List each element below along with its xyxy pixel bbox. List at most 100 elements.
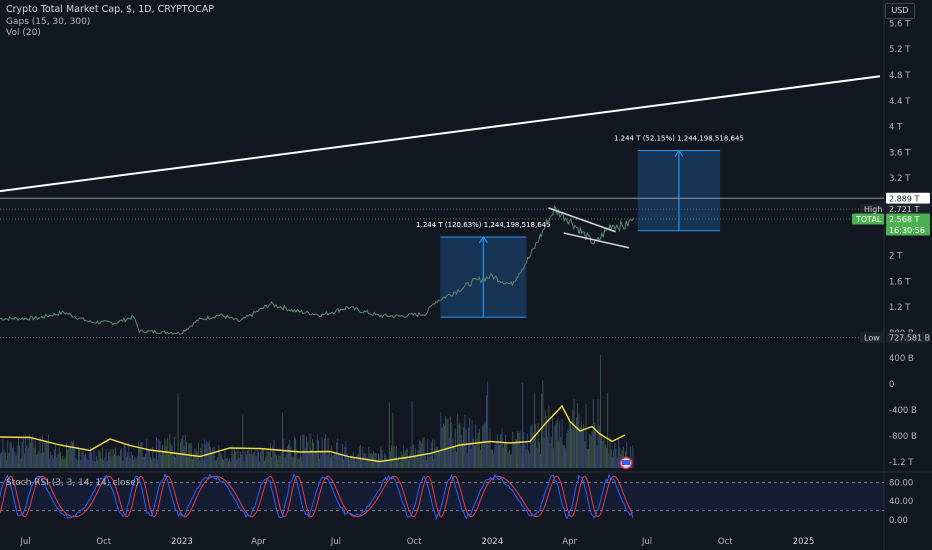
drawings[interactable] — [0, 75, 884, 339]
volume-bar — [475, 424, 477, 468]
volume-indicator-label[interactable]: Vol (20) — [6, 28, 41, 38]
volume-bar — [321, 437, 323, 468]
volume-bar — [526, 433, 528, 468]
volume-bar — [273, 440, 275, 468]
volume-bar — [562, 445, 564, 468]
volume-bar — [26, 445, 28, 468]
volume-bar — [345, 441, 347, 468]
volume-bar — [235, 451, 237, 468]
volume-bar — [424, 455, 426, 468]
volume-bar — [525, 448, 527, 468]
volume-bar — [9, 441, 11, 468]
volume-bar — [616, 458, 618, 468]
volume-bar — [54, 449, 55, 468]
volume-bar — [460, 435, 462, 468]
volume-bar — [490, 449, 492, 468]
time-tick-label: Apr — [251, 537, 266, 547]
volume-bar — [93, 449, 95, 468]
volume-bar — [249, 453, 251, 468]
volume-bar — [582, 427, 583, 468]
volume-bar — [482, 424, 484, 468]
price-line — [0, 204, 634, 335]
volume-bar — [612, 457, 613, 468]
gaps-indicator-label[interactable]: Gaps (15, 30, 300) — [6, 17, 91, 27]
volume-bar — [98, 449, 100, 468]
measure-tools[interactable]: 1.244 T (120.63%) 1,244,198,518,645 1.244… — [416, 135, 744, 318]
volume-bar — [409, 454, 411, 468]
volume-bar — [340, 453, 342, 468]
volume-bar — [217, 457, 219, 468]
volume-bar — [498, 440, 499, 468]
volume-bar — [445, 415, 447, 468]
volume-bar — [476, 439, 478, 468]
time-tick-label: 2023 — [171, 537, 193, 547]
volume-bar — [60, 452, 61, 468]
volume-bar — [555, 422, 557, 468]
volume-bar — [162, 445, 163, 468]
volume-bar — [78, 446, 79, 468]
volume-bar — [399, 461, 401, 468]
volume-bar — [376, 461, 378, 468]
volume-bar — [258, 451, 259, 468]
volume-bar — [346, 454, 348, 468]
volume-bar — [127, 452, 129, 468]
volume-bar — [462, 442, 463, 468]
volume-bar — [234, 447, 235, 468]
volume-bar — [456, 452, 457, 468]
volume-bar — [176, 452, 178, 468]
volume-bar — [618, 438, 619, 468]
volume-bar — [183, 446, 185, 468]
stoch-rsi-label[interactable]: Stoch RSI (3, 3, 14, 14, close) — [6, 478, 140, 488]
volume-bar — [596, 444, 598, 468]
volume-bar — [277, 459, 279, 468]
volume-bar — [430, 442, 432, 468]
volume-bar — [586, 449, 588, 468]
volume-bar — [0, 453, 1, 468]
volume-bar — [49, 458, 51, 468]
volume-bar — [499, 445, 501, 468]
volume-bar — [62, 456, 64, 468]
volume-bar — [216, 460, 217, 468]
volume-bar — [478, 428, 480, 468]
volume-bar — [164, 438, 166, 468]
volume-bar — [211, 451, 213, 468]
volume-bar — [532, 432, 534, 468]
volume-bar — [528, 450, 529, 468]
volume-bar — [168, 454, 169, 468]
volume-bar — [433, 458, 435, 468]
horizontal-level-badge-bg — [886, 192, 930, 204]
volume-bar — [247, 450, 249, 468]
volume-bar — [530, 426, 532, 468]
volume-bar — [290, 447, 292, 468]
volume-bar — [351, 455, 353, 468]
volume-bar — [568, 416, 570, 468]
volume-bar — [94, 461, 96, 468]
volume-bar — [538, 442, 540, 468]
volume-bar — [304, 448, 306, 468]
volume-bar — [386, 459, 388, 468]
currency-button[interactable]: USD — [885, 3, 915, 19]
volume-bar — [626, 441, 628, 468]
volume-bar — [310, 449, 312, 468]
volume-bar — [381, 449, 383, 468]
volume-bar — [156, 437, 157, 468]
volume-bar — [157, 459, 159, 468]
volume-bar — [97, 460, 99, 468]
volume-bar — [278, 455, 280, 468]
volume-bar — [448, 437, 450, 468]
volume-bar — [472, 438, 474, 468]
high-value-badge-bg — [886, 203, 930, 215]
volume-bar — [282, 412, 283, 468]
volume-bar — [14, 452, 16, 468]
volume-bar — [200, 448, 202, 468]
volume-bar — [592, 399, 594, 468]
volume-bar — [202, 458, 204, 468]
volume-bar — [147, 448, 149, 468]
volume-bar — [180, 442, 181, 468]
volume-bar — [170, 443, 172, 468]
volume-bar — [135, 458, 137, 468]
volume-bar — [144, 456, 145, 468]
volume-bar — [540, 454, 541, 468]
volume-bar — [436, 446, 438, 468]
